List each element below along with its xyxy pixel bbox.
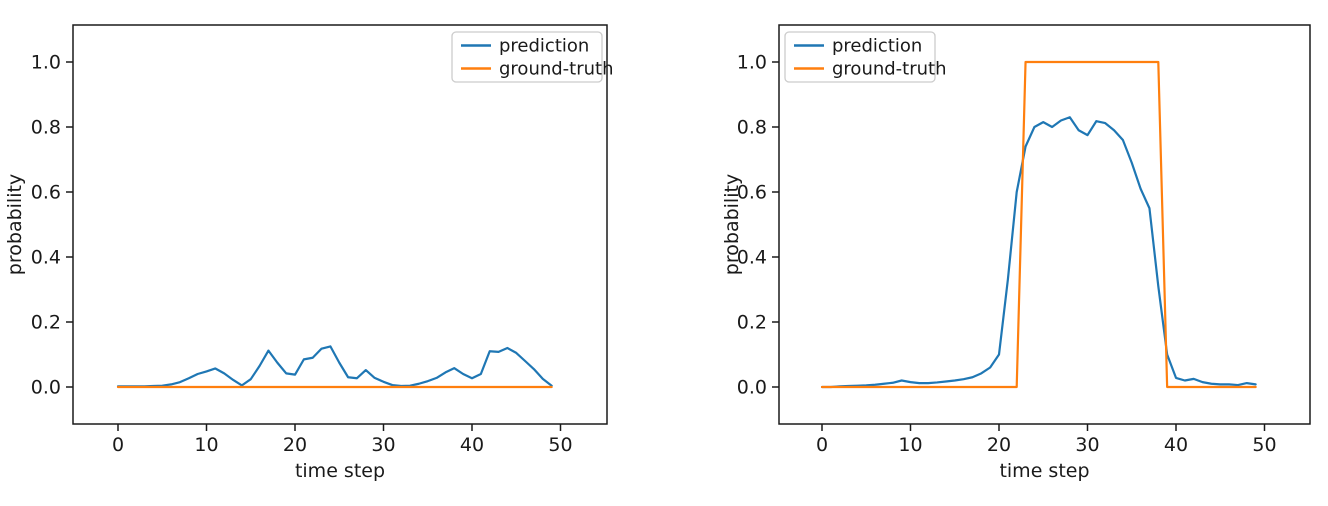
legend-label-prediction: prediction	[832, 36, 922, 57]
y-axis-tick-label: 0.2	[31, 312, 61, 334]
y-axis-label: probability	[721, 174, 743, 275]
y-axis-tick-label: 1.0	[31, 52, 61, 74]
chart-left: 0 10 20 30 40 50 0.0 0.2 0.4 0.6 0.8 1.0 time step pr…	[4, 24, 614, 482]
y-axis-tick-label: 0.8	[737, 117, 767, 139]
x-axis-tick-label: 20	[283, 434, 307, 456]
x-axis-tick-label: 30	[371, 434, 395, 456]
x-axis-tick-label: 10	[898, 434, 922, 456]
x-axis-tick-label: 0	[816, 434, 828, 456]
x-axis-tick-label: 50	[1252, 434, 1276, 456]
y-axis-tick-label: 0.2	[737, 312, 767, 334]
legend-label-ground-truth: ground-truth	[832, 59, 947, 80]
x-axis-tick-label: 40	[1164, 434, 1188, 456]
chart-left-svg: 0 10 20 30 40 50 0.0 0.2 0.4 0.6 0.8 1.0 time step pr…	[4, 24, 614, 482]
y-axis-tick-label: 1.0	[737, 52, 767, 74]
x-axis-label: time step	[999, 460, 1089, 482]
prediction-line	[116, 345, 553, 388]
x-axis-tick-label: 20	[987, 434, 1011, 456]
y-axis-tick-label: 0.0	[31, 377, 61, 399]
chart-right-svg: 0 10 20 30 40 50 0.0 0.2 0.4 0.6 0.8 1.0 time step pr…	[721, 24, 1311, 482]
x-axis-tick-label: 10	[194, 434, 218, 456]
x-axis-tick-label: 30	[1075, 434, 1099, 456]
y-axis-tick-label: 0.6	[31, 182, 61, 204]
prediction-line	[820, 116, 1257, 389]
x-axis-tick-label: 0	[112, 434, 124, 456]
chart-right: 0 10 20 30 40 50 0.0 0.2 0.4 0.6 0.8 1.0 time step pr…	[664, 0, 1328, 506]
y-axis-tick-label: 0.4	[31, 247, 61, 269]
y-axis-tick-label: 0.0	[737, 377, 767, 399]
legend-label-ground-truth: ground-truth	[499, 59, 614, 80]
x-axis-label: time step	[295, 460, 385, 482]
x-axis-tick-label: 40	[460, 434, 484, 456]
y-axis-label: probability	[4, 174, 26, 275]
legend-label-prediction: prediction	[499, 36, 589, 57]
plot-area	[72, 24, 608, 425]
plot-area	[778, 24, 1311, 425]
y-axis-tick-label: 0.8	[31, 117, 61, 139]
ground-truth-line	[820, 60, 1257, 389]
x-axis-tick-label: 50	[548, 434, 572, 456]
y-axis-tick-label: 0.6	[737, 182, 767, 204]
y-axis-tick-label: 0.4	[737, 247, 767, 269]
